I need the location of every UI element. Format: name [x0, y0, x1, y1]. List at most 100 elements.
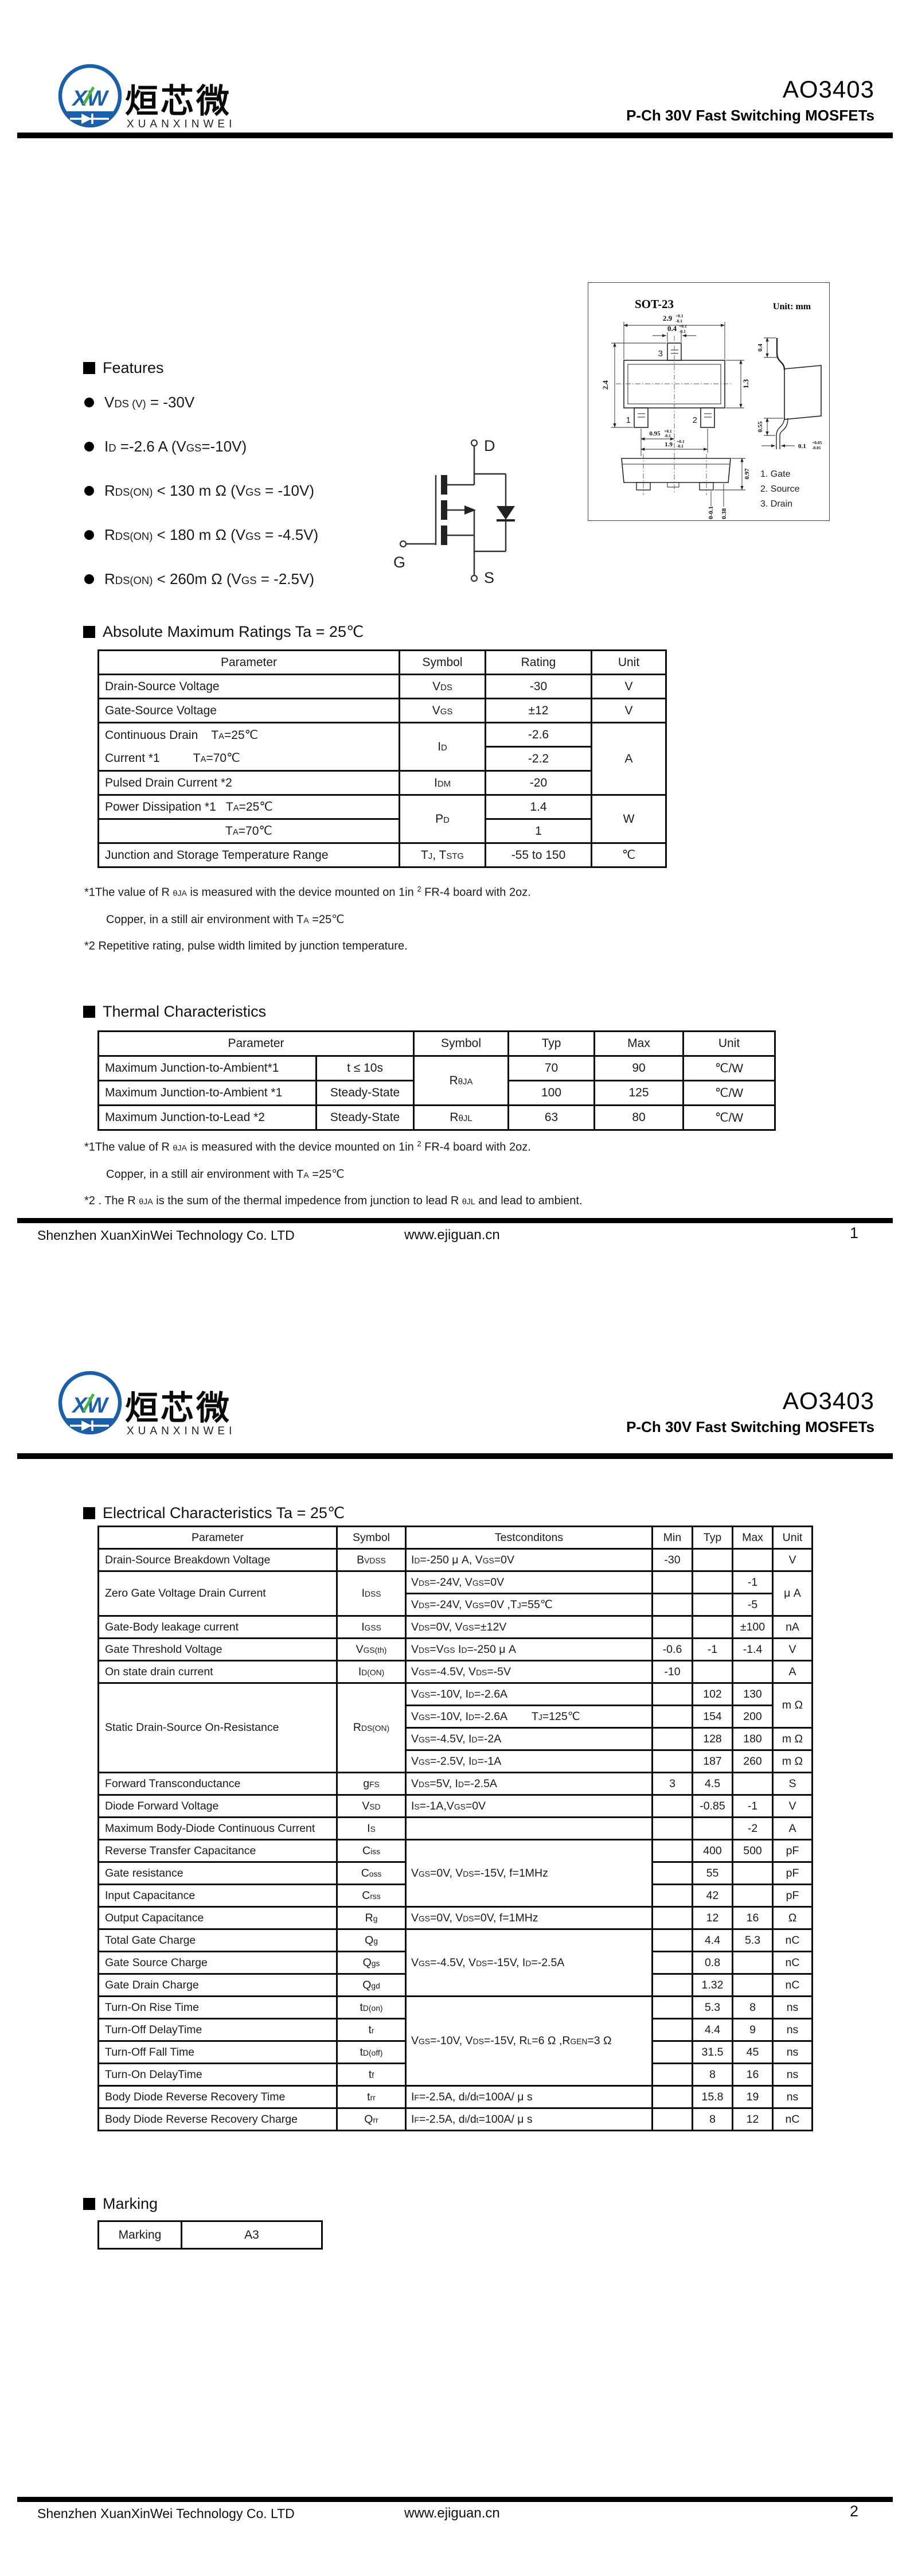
- cell-cond: VDS=0V, VGS=±12V: [405, 1615, 653, 1639]
- cell-max: 90: [593, 1055, 685, 1081]
- cell-typ: 5.3: [692, 1995, 733, 2019]
- cell-unit: V: [591, 698, 667, 723]
- table-row: Body Diode Reverse Recovery Time trr IF=…: [97, 2085, 813, 2109]
- cell-max: 5.3: [732, 1928, 774, 1952]
- cell-min: [651, 1570, 693, 1594]
- logo-latin-name: XUANXINWEI: [127, 118, 236, 130]
- cell-min: [651, 2018, 693, 2042]
- dim-lead-thickness: 0.1: [798, 443, 806, 450]
- cell-typ: 4.4: [692, 1928, 733, 1952]
- cell-symbol: IDM: [399, 770, 486, 796]
- cell-unit: pF: [772, 1884, 813, 1908]
- cell-unit: ℃: [591, 842, 667, 868]
- col-parameter: Parameter: [97, 1526, 338, 1550]
- cell-min: [651, 1973, 693, 1997]
- table-row: On state drain current ID(ON) VGS=-4.5V,…: [97, 1660, 813, 1684]
- col-unit: Unit: [591, 649, 667, 675]
- cell-min: [651, 1615, 693, 1639]
- dim-lead-width: 0.4: [667, 324, 677, 333]
- cell-unit: A: [591, 722, 667, 796]
- cell-min: [651, 1727, 693, 1751]
- footer-company: Shenzhen XuanXinWei Technology Co. LTD: [37, 2506, 295, 2521]
- pin-list-source: 2. Source: [760, 484, 800, 494]
- cell-max: 500: [732, 1839, 774, 1863]
- cell-param: Turn-Off Fall Time: [97, 2040, 338, 2064]
- cell-max: 80: [593, 1104, 685, 1131]
- table-row: Continuous Drain TA=25℃ ID -2.6 A: [97, 722, 667, 796]
- cell-cond: VGS=-4.5V, ID=-2A: [405, 1727, 653, 1751]
- cell-typ: -1: [692, 1637, 733, 1661]
- cell-symbol: Crss: [336, 1884, 407, 1908]
- cell-cond: IS=-1A,VGS=0V: [405, 1794, 653, 1818]
- dimension-lines: [611, 322, 744, 456]
- cell-symbol: Rg: [336, 1906, 407, 1930]
- table-row: Pulsed Drain Current *2 IDM -20: [97, 770, 666, 796]
- cell-symbol: Coss: [336, 1861, 407, 1885]
- cell-max: ±100: [732, 1615, 774, 1639]
- cell-symbol: RθJL: [413, 1104, 510, 1131]
- package-drawing-sot23: SOT-23 Unit: mm 2.9 +0.1: [601, 297, 822, 519]
- feature-item: ID =-2.6 A (VGS=-10V): [84, 438, 318, 456]
- cell-max: -1: [732, 1570, 774, 1594]
- cell-symbol: Qrr: [336, 2107, 407, 2131]
- col-testconditions: Testconditons: [405, 1526, 653, 1550]
- cell-unit: ns: [772, 2063, 813, 2087]
- marking-table: Marking A3: [97, 2220, 323, 2250]
- cell-min: [651, 2040, 693, 2064]
- table-row: Turn-Off DelayTime tr 4.4 9 ns: [97, 2018, 813, 2042]
- cell-unit: S: [772, 1772, 813, 1796]
- col-max: Max: [732, 1526, 774, 1550]
- cell-typ: 55: [692, 1861, 733, 1885]
- cell-cond: VGS=0V, VDS=-15V, f=1MHz: [405, 1839, 653, 1908]
- cell-cond: VDS=-24V, VGS=0V: [405, 1570, 653, 1594]
- cell-param: On state drain current: [97, 1660, 338, 1684]
- cell-max: 16: [732, 2063, 774, 2087]
- cell-cond: VGS=-2.5V, ID=-1A: [405, 1749, 653, 1773]
- cell-max: 19: [732, 2085, 774, 2109]
- cell-param: Maximum Junction-to-Ambient *1: [97, 1080, 317, 1106]
- dim-side-lead-top: 0.4: [757, 344, 764, 352]
- electrical-heading: Electrical Characteristics Ta = 25℃: [83, 1504, 345, 1522]
- dim-body-height: 1.3: [741, 379, 750, 388]
- table-row: Forward Transconductance gFS VDS=5V, ID=…: [97, 1772, 813, 1796]
- cell-symbol: VGS: [399, 698, 486, 723]
- thermal-title: Thermal Characteristics: [103, 1003, 267, 1020]
- table-row: Gate Source Charge Qgs 0.8 nC: [97, 1951, 813, 1975]
- cell-min: [651, 1928, 693, 1952]
- table-row: Body Diode Reverse Recovery Charge Qrr I…: [97, 2107, 813, 2131]
- table-header-row: Parameter Symbol Testconditons Min Typ M…: [97, 1526, 813, 1550]
- footer-website: www.ejiguan.cn: [404, 1227, 500, 1243]
- cell-min: [651, 2085, 693, 2109]
- abs-note-1: *1The value of R θJA is measured with th…: [84, 885, 531, 899]
- cell-param: Drain-Source Breakdown Voltage: [97, 1548, 338, 1572]
- col-symbol: Symbol: [399, 649, 486, 675]
- package-unit-note: Unit: mm: [773, 302, 811, 312]
- feature-item: RDS(ON) < 180 m Ω (VGS = -4.5V): [84, 526, 318, 544]
- table-row: Maximum Body-Diode Continuous Current IS…: [97, 1816, 813, 1840]
- cell-unit: V: [772, 1637, 813, 1661]
- cell-min: [651, 1749, 693, 1773]
- logo-chinese-name: 烜芯微: [125, 1388, 232, 1427]
- cell-min: [651, 2107, 693, 2131]
- cell-param: Output Capacitance: [97, 1906, 338, 1930]
- table-row: VGS=-4.5V, ID=-2A 128 180 m Ω: [99, 1727, 813, 1751]
- cell-param: Gate resistance: [97, 1861, 338, 1885]
- cell-min: [651, 1593, 693, 1617]
- cell-cond: VDS=VGS ID=-250 μ A: [405, 1637, 653, 1661]
- cell-unit: nC: [772, 2107, 813, 2131]
- dim-span: 1.9: [665, 441, 673, 448]
- cell-cond: ID=-250 μ A, VGS=0V: [405, 1548, 653, 1572]
- table-row: Maximum Junction-to-Ambient *1 Steady-St…: [97, 1080, 776, 1106]
- cell-rating: 1: [485, 818, 592, 844]
- cell-param: Input Capacitance: [97, 1884, 338, 1908]
- cell-max: 9: [732, 2018, 774, 2042]
- logo-diode-icon: [70, 114, 109, 124]
- company-logo: XW 烜芯微 XUANXINWEI: [58, 1371, 232, 1437]
- cell-min: -10: [651, 1660, 693, 1684]
- part-number: AO3403: [782, 76, 874, 103]
- cell-unit: V: [772, 1548, 813, 1572]
- cell-symbol: VGS(th): [336, 1637, 407, 1661]
- cell-rating: -2.6: [485, 722, 592, 748]
- cell-param: Body Diode Reverse Recovery Charge: [97, 2107, 338, 2131]
- feature-text: VDS (V) = -30V: [104, 394, 195, 411]
